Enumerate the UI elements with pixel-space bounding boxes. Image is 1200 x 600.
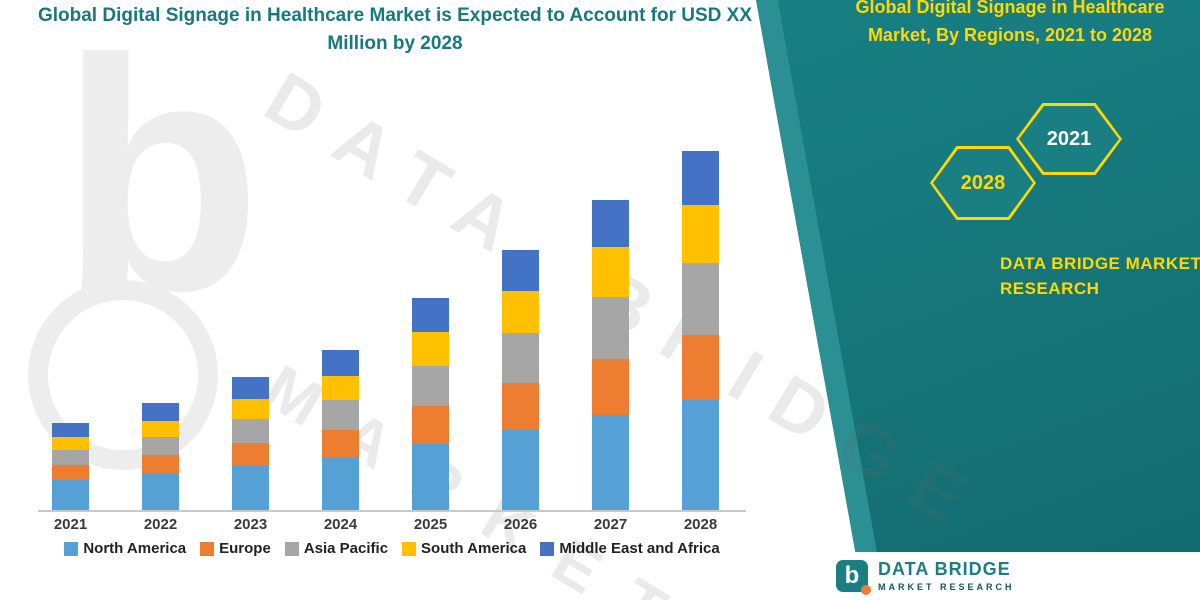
bar-segment-middle-east-and-africa (502, 250, 539, 291)
data-bridge-logo-icon: b (836, 560, 871, 595)
x-axis-label-2026: 2026 (503, 516, 538, 533)
legend-swatch (64, 541, 79, 556)
bar-segment-north-america (52, 480, 89, 510)
bar-segment-south-america (592, 247, 629, 297)
stacked-bar-2021 (52, 423, 89, 510)
bar-segment-asia-pacific (232, 419, 269, 443)
x-axis-label-2028: 2028 (683, 516, 718, 533)
bar-segment-north-america (592, 415, 629, 510)
x-axis-label-2021: 2021 (53, 516, 88, 533)
stacked-bar-2028 (682, 151, 719, 510)
bar-segment-middle-east-and-africa (52, 423, 89, 437)
bar-segment-asia-pacific (592, 297, 629, 359)
bar-segment-middle-east-and-africa (142, 403, 179, 421)
bar-segment-middle-east-and-africa (232, 377, 269, 399)
side-panel-heading: Global Digital Signage in Healthcare Mar… (855, 0, 1165, 45)
stacked-bar-2024 (322, 350, 359, 510)
x-axis-label-2023: 2023 (233, 516, 268, 533)
bar-segment-europe (322, 430, 359, 458)
legend-item-asia-pacific: Asia Pacific (284, 540, 389, 557)
bar-segment-asia-pacific (682, 263, 719, 335)
legend-swatch (284, 541, 299, 556)
bar-segment-south-america (232, 399, 269, 419)
bar-segment-south-america (52, 437, 89, 450)
x-axis-label-2022: 2022 (143, 516, 178, 533)
stacked-bar-2023 (232, 377, 269, 510)
bar-segment-asia-pacific (412, 366, 449, 406)
bar-segment-asia-pacific (502, 333, 539, 383)
bar-segment-europe (592, 359, 629, 415)
legend-item-north-america: North America (64, 540, 186, 557)
bar-segment-asia-pacific (52, 450, 89, 465)
hexagon-badge-2028: 2028 (930, 146, 1036, 220)
legend-label: Asia Pacific (303, 540, 389, 557)
stacked-bar-2027 (592, 200, 629, 510)
bar-segment-north-america (232, 466, 269, 510)
legend-swatch (402, 541, 417, 556)
footer-tagline: MARKET RESEARCH (878, 581, 1015, 592)
bar-segment-south-america (322, 376, 359, 400)
chart-title: Global Digital Signage in Healthcare Mar… (37, 5, 753, 54)
bar-segment-asia-pacific (322, 400, 359, 430)
legend-item-middle-east-and-africa: Middle East and Africa (540, 540, 720, 557)
chart-legend: North America Europe Asia Pacific South Ame… (22, 540, 762, 557)
legend-label: South America (421, 540, 527, 557)
legend-swatch (200, 541, 215, 556)
bar-segment-north-america (682, 400, 719, 510)
bar-segment-north-america (142, 474, 179, 510)
bar-segment-middle-east-and-africa (412, 298, 449, 332)
stacked-bar-2025 (412, 298, 449, 510)
side-panel-brand-text: DATA BRIDGE MARKET RESEARCH (1000, 254, 1200, 298)
x-axis-label-2027: 2027 (593, 516, 628, 533)
footer-logo-text: DATA BRIDGE MARKET RESEARCH (878, 559, 1015, 592)
bar-segment-south-america (682, 205, 719, 263)
bar-segment-south-america (502, 291, 539, 333)
footer-logo-card: b DATA BRIDGE MARKET RESEARCH (818, 552, 1200, 600)
footer-brand: DATA BRIDGE (878, 559, 1011, 580)
bar-segment-north-america (322, 458, 359, 510)
bar-segment-europe (232, 443, 269, 466)
legend-label: North America (83, 540, 187, 557)
bar-segment-middle-east-and-africa (592, 200, 629, 247)
bar-segment-south-america (142, 421, 179, 437)
bar-segment-europe (52, 465, 89, 480)
bar-segment-north-america (502, 430, 539, 510)
legend-item-europe: Europe (200, 540, 271, 557)
x-axis-line (38, 510, 746, 512)
bar-segment-middle-east-and-africa (682, 151, 719, 205)
bar-segment-europe (502, 383, 539, 430)
legend-label: Europe (219, 540, 271, 557)
x-axis-label-2024: 2024 (323, 516, 358, 533)
bar-segment-north-america (412, 444, 449, 510)
bar-segment-asia-pacific (142, 437, 179, 455)
bar-segment-europe (412, 406, 449, 444)
hexagon-badge-2028-label: 2028 (933, 149, 1033, 217)
bar-segment-middle-east-and-africa (322, 350, 359, 376)
x-axis-label-2025: 2025 (413, 516, 448, 533)
legend-swatch (540, 541, 555, 556)
stacked-bar-2022 (142, 403, 179, 510)
watermark-logo-letter: b (60, 0, 262, 359)
legend-label: Middle East and Africa (559, 540, 720, 557)
legend-item-south-america: South America (402, 540, 526, 557)
bar-segment-europe (682, 335, 719, 400)
hexagon-badge-2021-label: 2021 (1019, 106, 1119, 172)
stacked-bar-2026 (502, 250, 539, 510)
bar-segment-europe (142, 455, 179, 474)
bar-segment-south-america (412, 332, 449, 366)
